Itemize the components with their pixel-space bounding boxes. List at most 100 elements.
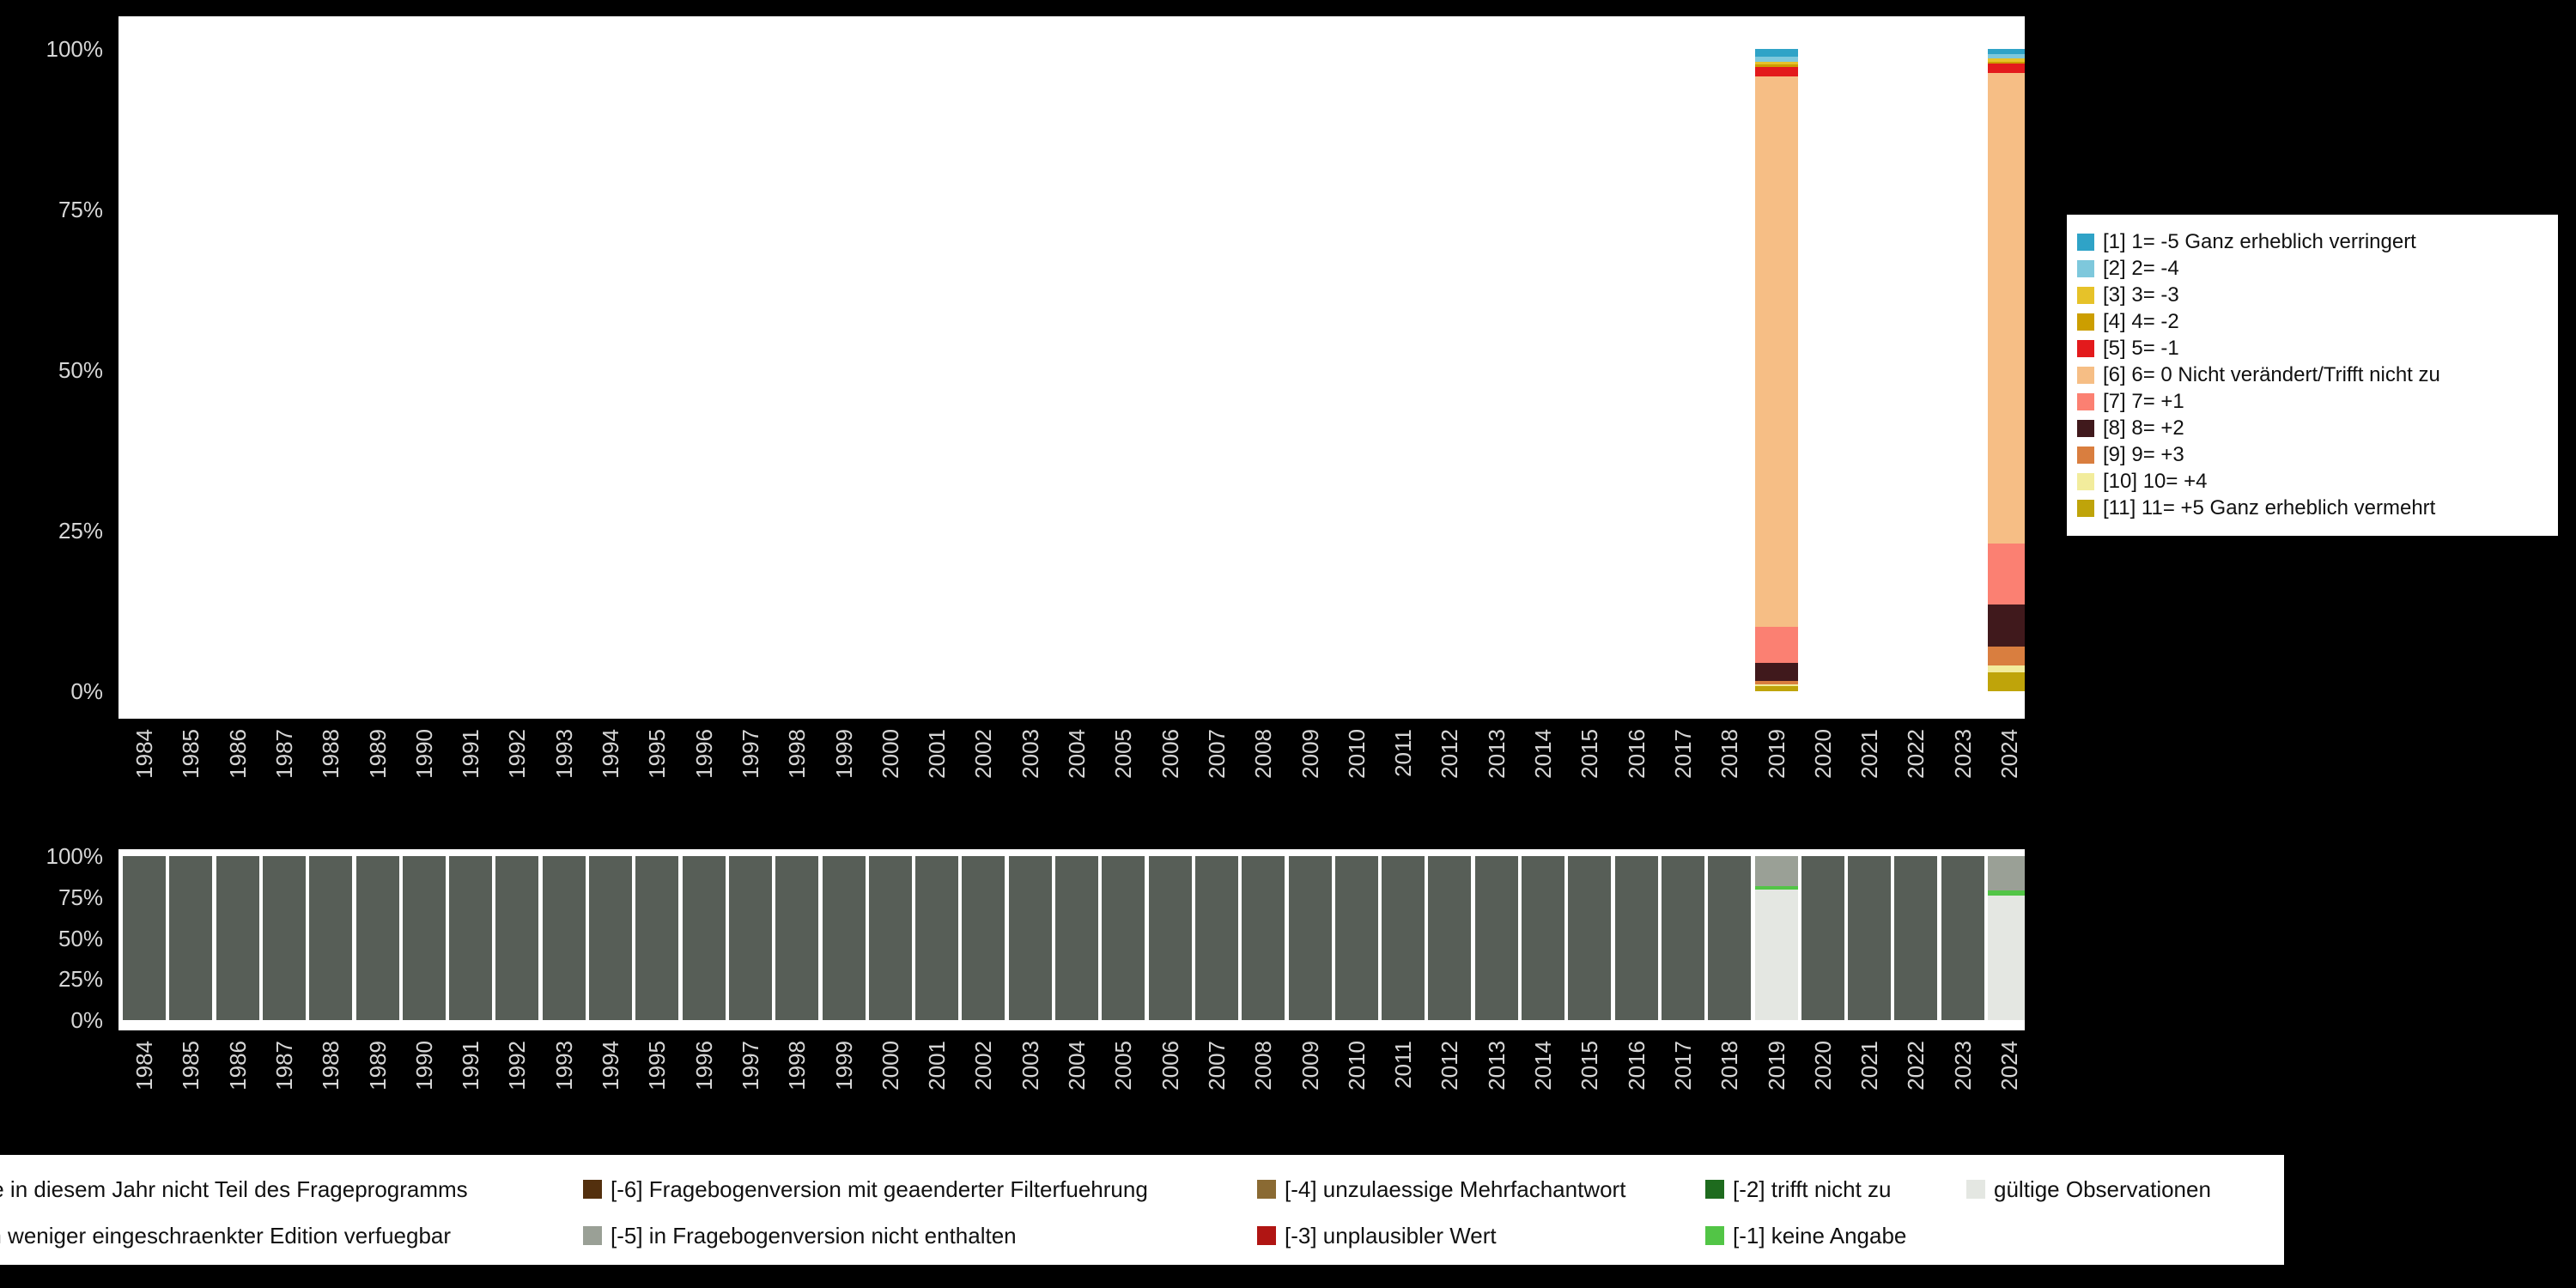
bar-segment-2019-11[interactable]: [1754, 686, 1798, 691]
missing-legend-item--6[interactable]: [-6] Fragebogenversion mit geaenderter F…: [583, 1176, 1148, 1202]
bar-segment-2024--5[interactable]: [1988, 856, 2025, 891]
legend-item-1[interactable]: [1] 1= -5 Ganz erheblich verringert: [2077, 228, 2548, 255]
bar-segment-2019-8[interactable]: [1754, 663, 1798, 682]
x-axis-tick-1996: 1996: [690, 1041, 717, 1091]
bar-segment-2019-10[interactable]: [1754, 683, 1798, 687]
bar-segment-2021--8[interactable]: [1848, 856, 1892, 1020]
missing-legend-item--3[interactable]: [-3] unplausibler Wert: [1257, 1222, 1497, 1249]
legend-item-2[interactable]: [2] 2= -4: [2077, 255, 2548, 282]
missing-legend-item--5[interactable]: [-5] in Fragebogenversion nicht enthalte…: [583, 1223, 1017, 1249]
bar-segment-1997--8[interactable]: [728, 856, 772, 1020]
bar-segment-2014--8[interactable]: [1522, 856, 1564, 1020]
bar-segment-2005--8[interactable]: [1102, 856, 1145, 1020]
legend-item-7[interactable]: [7] 7= +1: [2077, 388, 2548, 415]
missing-legend-item--7[interactable]: [-7] nur in weniger eingeschraenkter Edi…: [0, 1223, 451, 1249]
bar-segment-1990--8[interactable]: [402, 856, 446, 1020]
bar-segment-1986--8[interactable]: [216, 856, 259, 1020]
bar-segment-2003--8[interactable]: [1008, 856, 1052, 1020]
bar-segment-1994--8[interactable]: [589, 856, 632, 1020]
bar-segment-1996--8[interactable]: [682, 856, 726, 1020]
bar-segment-2004--8[interactable]: [1055, 856, 1098, 1020]
bar-segment-1992--8[interactable]: [495, 856, 539, 1020]
bar-segment-2024-6[interactable]: [1988, 73, 2025, 544]
bar-segment-1993--8[interactable]: [542, 856, 586, 1020]
legend-label: [-3] unplausibler Wert: [1285, 1222, 1497, 1249]
bar-segment-2006--8[interactable]: [1148, 856, 1192, 1020]
bar-segment-2018--8[interactable]: [1708, 856, 1752, 1020]
bar-segment-2024-2[interactable]: [1988, 54, 2025, 59]
bar-segment-2019-2[interactable]: [1754, 57, 1798, 62]
missing-legend-item--2[interactable]: [-2] trifft nicht zu: [1705, 1176, 1891, 1202]
legend-swatch: [583, 1226, 602, 1245]
bar-segment-2024-3[interactable]: [1988, 58, 2025, 62]
bar-segment-1985--8[interactable]: [169, 856, 213, 1020]
bar-segment-2024-7[interactable]: [1988, 543, 2025, 605]
missing-legend-item--8[interactable]: [-8] Frage in diesem Jahr nicht Teil des…: [0, 1176, 468, 1202]
x-axis-tick-2012: 2012: [1437, 1041, 1463, 1091]
x-axis-tick-2022: 2022: [1903, 1041, 1929, 1091]
bar-segment-2024-11[interactable]: [1988, 671, 2025, 691]
x-axis-tick-1993: 1993: [550, 1041, 577, 1091]
bar-segment-2019-4[interactable]: [1754, 64, 1798, 67]
bar-segment-2009--8[interactable]: [1288, 856, 1332, 1020]
bar-segment-2019--1[interactable]: [1754, 886, 1798, 890]
missing-legend-item--4[interactable]: [-4] unzulaessige Mehrfachantwort: [1257, 1176, 1625, 1202]
bar-segment-2019-valid[interactable]: [1754, 890, 1798, 1020]
bar-segment-1991--8[interactable]: [449, 856, 493, 1020]
bar-segment-2024-1[interactable]: [1988, 49, 2025, 54]
bar-segment-2024-valid[interactable]: [1988, 895, 2025, 1020]
legend-item-11[interactable]: [11] 11= +5 Ganz erheblich vermehrt: [2077, 495, 2548, 521]
legend-label: [6] 6= 0 Nicht verändert/Trifft nicht zu: [2103, 362, 2440, 386]
legend-swatch: [2077, 499, 2094, 517]
bar-segment-2023--8[interactable]: [1941, 856, 1984, 1020]
bar-segment-1995--8[interactable]: [635, 856, 679, 1020]
bar-segment-2010--8[interactable]: [1334, 856, 1378, 1020]
bar-segment-1988--8[interactable]: [309, 856, 353, 1020]
x-axis-tick-2002: 2002: [970, 1041, 997, 1091]
bar-segment-2007--8[interactable]: [1194, 856, 1238, 1020]
bar-segment-2024-9[interactable]: [1988, 646, 2025, 666]
legend-item-3[interactable]: [3] 3= -3: [2077, 282, 2548, 308]
bar-segment-2012--8[interactable]: [1428, 856, 1472, 1020]
missing-legend-item-valid[interactable]: gültige Observationen: [1966, 1176, 2211, 1202]
legend-item-8[interactable]: [8] 8= +2: [2077, 415, 2548, 441]
bar-segment-2024-8[interactable]: [1988, 605, 2025, 647]
bar-segment-2016--8[interactable]: [1614, 856, 1658, 1020]
bar-segment-2024-5[interactable]: [1988, 64, 2025, 74]
bar-segment-2019-7[interactable]: [1754, 627, 1798, 664]
bar-segment-2019-6[interactable]: [1754, 76, 1798, 628]
bar-segment-2013--8[interactable]: [1474, 856, 1518, 1020]
bar-segment-1999--8[interactable]: [822, 856, 866, 1020]
bar-segment-1989--8[interactable]: [355, 856, 399, 1020]
bar-segment-2024-4[interactable]: [1988, 61, 2025, 64]
bar-segment-1987--8[interactable]: [262, 856, 306, 1020]
bar-segment-2015--8[interactable]: [1568, 856, 1612, 1020]
bar-segment-2001--8[interactable]: [915, 856, 959, 1020]
bar-segment-2011--8[interactable]: [1382, 856, 1425, 1020]
bar-segment-1984--8[interactable]: [123, 856, 166, 1020]
legend-item-9[interactable]: [9] 9= +3: [2077, 441, 2548, 468]
bar-segment-2019-3[interactable]: [1754, 61, 1798, 64]
bar-segment-2000--8[interactable]: [868, 856, 912, 1020]
missing-legend-item--1[interactable]: [-1] keine Angabe: [1705, 1223, 1906, 1249]
legend-item-5[interactable]: [5] 5= -1: [2077, 335, 2548, 361]
bar-segment-2024--1[interactable]: [1988, 890, 2025, 896]
bar-segment-2019-9[interactable]: [1754, 681, 1798, 684]
bar-segment-2020--8[interactable]: [1801, 856, 1844, 1020]
bar-segment-2024-10[interactable]: [1988, 665, 2025, 672]
bar-segment-1998--8[interactable]: [775, 856, 819, 1020]
legend-label: [4] 4= -2: [2103, 309, 2179, 333]
bar-segment-2017--8[interactable]: [1661, 856, 1704, 1020]
bar-segment-2019-5[interactable]: [1754, 66, 1798, 77]
x-axis-tick-1990: 1990: [410, 1041, 437, 1091]
bar-segment-2022--8[interactable]: [1894, 856, 1938, 1020]
legend-item-10[interactable]: [10] 10= +4: [2077, 468, 2548, 495]
bar-segment-2008--8[interactable]: [1242, 856, 1285, 1020]
legend-item-6[interactable]: [6] 6= 0 Nicht verändert/Trifft nicht zu: [2077, 361, 2548, 388]
bar-segment-2019-1[interactable]: [1754, 49, 1798, 57]
legend-item-4[interactable]: [4] 4= -2: [2077, 308, 2548, 335]
bar-segment-2002--8[interactable]: [962, 856, 1005, 1020]
bar-segment-2019--5[interactable]: [1754, 856, 1798, 887]
x-axis-tick-2006: 2006: [1157, 1041, 1183, 1091]
legend-label: [11] 11= +5 Ganz erheblich vermehrt: [2103, 495, 2436, 519]
